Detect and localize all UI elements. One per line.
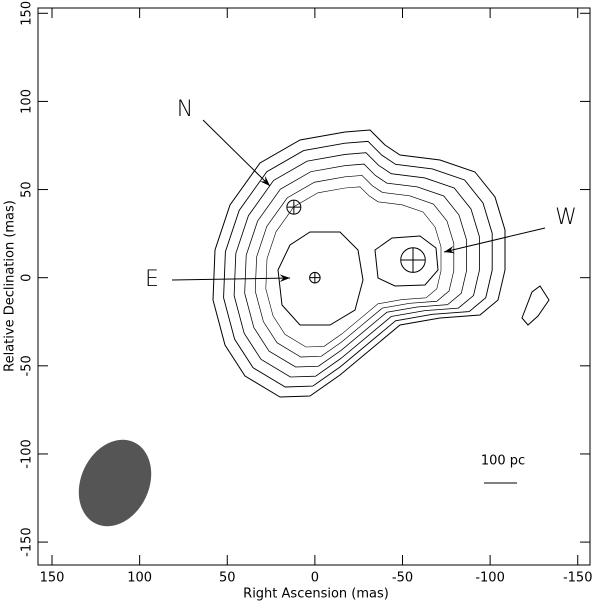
beam <box>78 439 152 527</box>
component-cross <box>400 247 426 273</box>
contour <box>277 231 364 326</box>
scale-label: 100 pc <box>481 454 525 469</box>
arrow-head <box>279 274 290 282</box>
arrow <box>171 277 291 281</box>
component-cross <box>286 200 301 215</box>
y-tick-label: 150 <box>20 1 35 26</box>
contours <box>212 129 550 398</box>
contour <box>521 285 550 326</box>
component-label: W <box>555 205 577 230</box>
x-axis-label: Right Ascension (mas) <box>243 587 389 602</box>
y-tick-label: 100 <box>20 89 35 114</box>
contour <box>223 140 493 388</box>
contour <box>244 163 467 368</box>
y-tick-label: -100 <box>20 439 35 469</box>
x-tick-label: 50 <box>219 571 236 586</box>
y-tick-label: 50 <box>20 181 35 198</box>
contour <box>212 129 506 398</box>
x-tick-label: 150 <box>40 571 65 586</box>
y-tick-label: -150 <box>20 527 35 557</box>
y-tick-label: -50 <box>20 355 35 376</box>
arrow-head <box>444 245 455 254</box>
x-tick-label: 0 <box>311 571 319 586</box>
contour <box>265 186 442 348</box>
x-tick-label: -150 <box>563 571 593 586</box>
arrow <box>443 227 546 253</box>
x-tick-label: 100 <box>127 571 152 586</box>
component-cross <box>309 272 321 283</box>
x-tick-label: -50 <box>392 571 413 586</box>
x-tick-label: -100 <box>475 571 505 586</box>
component-label: E <box>145 267 159 292</box>
component-label: N <box>177 97 193 122</box>
arrow <box>202 119 271 187</box>
y-axis-label: Relative Declination (mas) <box>3 200 18 372</box>
contour <box>233 152 480 378</box>
frame <box>37 7 591 566</box>
contour <box>374 235 439 287</box>
arrow-head <box>259 176 270 186</box>
y-tick-label: 0 <box>20 274 35 282</box>
